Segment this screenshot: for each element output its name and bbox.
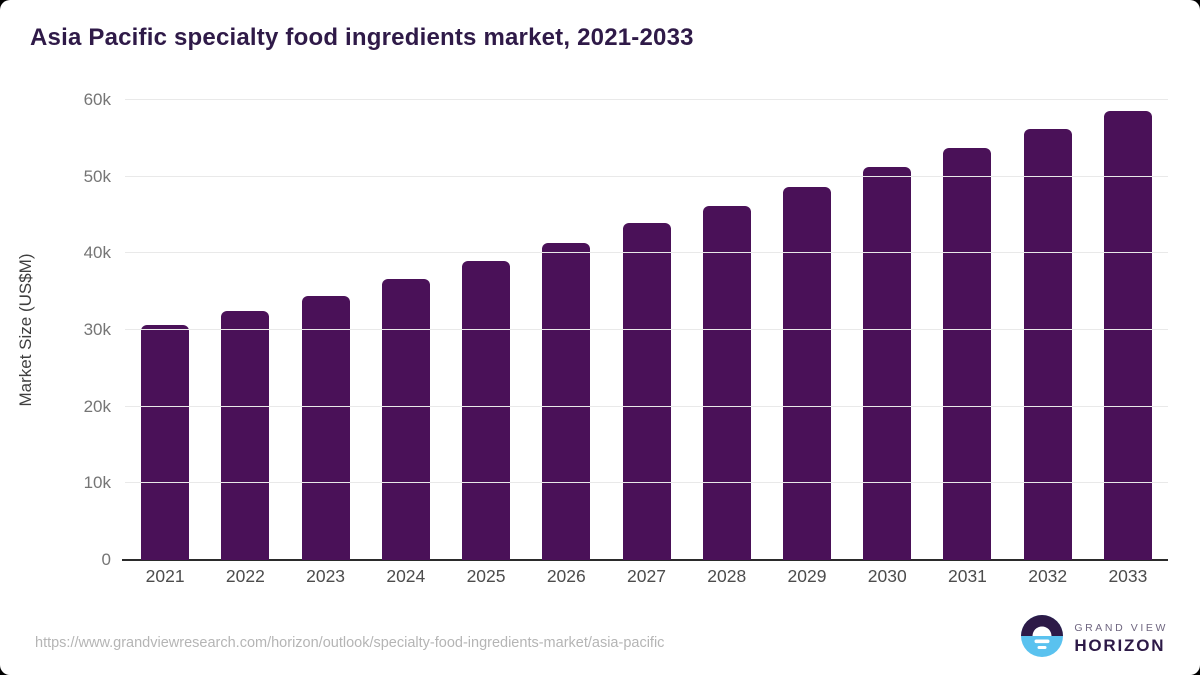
x-tick-label-2031: 2031 [947,566,987,586]
x-axis-line [122,559,1168,561]
bar-2023[interactable] [301,295,350,560]
x-tick-label-2025: 2025 [466,566,506,586]
bar-column-2025 [446,100,526,560]
gridline-60k [125,99,1168,100]
logo-grand-view-label: GRAND VIEW [1074,621,1168,634]
x-tick-label-2023: 2023 [306,566,346,586]
x-tick-label-2032: 2032 [1028,566,1068,586]
y-tick-label-50k: 50k [83,166,111,186]
bar-column-2026 [526,100,606,560]
bar-2024[interactable] [381,278,430,560]
bar-2031[interactable] [943,148,992,560]
x-tick-label-2027: 2027 [627,566,666,586]
gridline-50k [125,175,1168,177]
bar-column-2032 [1008,100,1088,560]
bar-column-2021 [125,100,205,560]
y-tick-label-10k: 10k [83,473,111,493]
grand-view-horizon-logo: GRAND VIEW HORIZON [1020,614,1168,663]
x-tick-label-2026: 2026 [546,566,586,586]
plot-area: 0 10k 20k 30k 40k 50k 60k [84,90,1168,569]
bar-column-2022 [205,100,285,560]
bar-2032[interactable] [1023,129,1072,560]
y-tick-label-20k: 20k [83,396,111,416]
bars-container [125,100,1168,560]
y-axis-label: Market Size (US$M) [16,253,35,407]
x-axis-labels: 2021 2022 2023 2024 2025 2026 2027 2028 2029 2030… [125,566,1168,587]
gridline-10k [125,482,1168,484]
x-tick-label-2024: 2024 [386,566,426,586]
bar-column-2028 [687,100,767,560]
chart-title: Asia Pacific specialty food ingredients … [30,24,694,51]
y-tick-label-40k: 40k [83,243,111,263]
bar-2028[interactable] [702,205,751,560]
bar-2021[interactable] [141,324,190,560]
bar-column-2024 [366,100,446,560]
gridline-20k [125,405,1168,407]
bar-2029[interactable] [782,186,831,560]
bar-column-2027 [606,100,686,560]
bar-2030[interactable] [863,167,912,560]
gridline-30k [125,329,1168,330]
x-tick-label-2022: 2022 [225,566,265,586]
x-tick-label-2030: 2030 [867,566,907,586]
y-tick-label-60k: 60k [83,90,111,109]
x-tick-label-2028: 2028 [707,566,747,586]
logo-text: GRAND VIEW HORIZON [1074,622,1168,656]
y-tick-label-0: 0 [101,550,111,569]
gridline-40k [125,252,1168,254]
bar-2027[interactable] [622,223,671,560]
horizon-sunset-icon [1020,614,1064,663]
bar-column-2030 [847,100,927,560]
x-tick-label-2033: 2033 [1108,566,1148,586]
y-tick-label-30k: 30k [83,320,111,339]
x-tick-label-2029: 2029 [787,566,827,586]
bar-2022[interactable] [221,310,270,560]
bar-column-2033 [1088,100,1168,560]
bar-column-2029 [767,100,847,560]
bar-2026[interactable] [542,243,591,560]
x-tick-label-2021: 2021 [145,566,185,586]
bar-column-2023 [285,100,365,560]
logo-horizon-label: HORIZON [1074,635,1166,655]
bar-2033[interactable] [1103,110,1152,560]
source-url: https://www.grandviewresearch.com/horizo… [35,635,665,651]
bar-column-2031 [927,100,1007,560]
bar-2025[interactable] [462,261,511,560]
